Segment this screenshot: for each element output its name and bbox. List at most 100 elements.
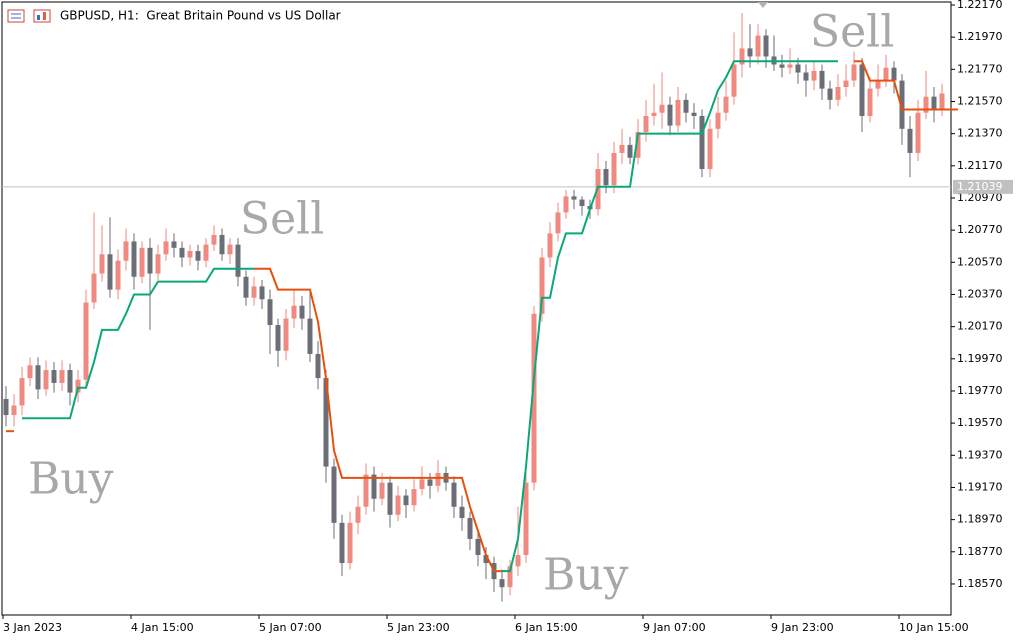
candle-body (659, 104, 665, 113)
candle-body (419, 479, 425, 490)
candle-body (163, 241, 169, 255)
y-tick-label: 1.19970 (957, 352, 1003, 365)
candle-body (467, 518, 473, 539)
candle-body (603, 169, 609, 186)
candle-body (899, 80, 905, 129)
x-tick-label: 5 Jan 07:00 (259, 621, 322, 634)
candle-body (331, 466, 337, 523)
candle-body (787, 64, 793, 68)
candle-body (123, 241, 129, 261)
y-tick-label: 1.19370 (957, 448, 1003, 461)
candle-body (755, 35, 761, 57)
y-tick-label: 1.20970 (957, 191, 1003, 204)
candle-body (763, 35, 769, 57)
candle-body (827, 88, 833, 100)
candle-body (923, 96, 929, 113)
candle-body (259, 286, 265, 300)
candle-body (459, 506, 465, 519)
candle-body (91, 273, 97, 303)
x-tick-label: 9 Jan 23:00 (771, 621, 834, 634)
x-tick-label: 3 Jan 2023 (3, 621, 62, 634)
y-tick-label: 1.20170 (957, 320, 1003, 333)
candle-body (843, 80, 849, 88)
candle-body (651, 112, 657, 116)
candle-body (51, 370, 57, 383)
candle-body (323, 378, 329, 467)
candle-body (835, 87, 841, 100)
candle-body (691, 112, 697, 116)
chart-title: GBPUSD, H1: Great Britain Pound vs US Do… (60, 9, 341, 23)
candle-body (739, 48, 745, 65)
candle-body (339, 522, 345, 564)
candle-body (107, 254, 113, 290)
candle-body (627, 144, 633, 158)
candle-body (403, 495, 409, 506)
candle-body (499, 579, 505, 588)
marker (758, 2, 768, 8)
candle-body (275, 325, 281, 351)
candle-body (27, 365, 33, 379)
y-tick-label: 1.21970 (957, 30, 1003, 43)
candle-body (427, 479, 433, 486)
candle-body (563, 196, 569, 213)
candle-body (243, 276, 249, 298)
candle-body (891, 67, 897, 81)
annotation: Sell (810, 7, 894, 58)
candle-body (875, 80, 881, 89)
candle-body (211, 234, 217, 245)
up-line (22, 267, 254, 420)
y-tick-label: 1.18570 (957, 577, 1003, 590)
candle-body (547, 233, 553, 258)
candle-body (811, 70, 817, 81)
candle-body (83, 302, 89, 380)
candle-body (675, 99, 681, 126)
y-tick-label: 1.21770 (957, 62, 1003, 75)
candle-body (355, 506, 361, 523)
candle-body (579, 199, 585, 207)
candle-body (803, 72, 809, 81)
candle-body (179, 247, 185, 258)
candle-body (395, 495, 401, 515)
candle-body (3, 399, 9, 416)
candle-body (555, 212, 561, 234)
candle-body (267, 299, 273, 326)
candle-body (731, 64, 737, 97)
current-price-label: 1.21039 (957, 180, 1003, 193)
candle-body (11, 405, 17, 416)
y-tick-label: 1.19170 (957, 480, 1003, 493)
candle-body (99, 254, 105, 274)
annotation: Buy (28, 454, 114, 505)
candle-body (187, 251, 193, 258)
x-tick-label: 10 Jan 15:00 (899, 621, 969, 634)
candle-body (379, 482, 385, 499)
candle-body (363, 474, 369, 507)
down-line (854, 60, 958, 111)
candle-body (227, 244, 233, 255)
candle-body (19, 378, 25, 406)
y-tick-label: 1.20770 (957, 223, 1003, 236)
candle-body (931, 96, 937, 110)
candle-body (699, 115, 705, 170)
candle-body (235, 244, 241, 277)
candle-body (411, 489, 417, 506)
x-tick-label: 6 Jan 15:00 (515, 621, 578, 634)
y-tick-label: 1.21170 (957, 159, 1003, 172)
candle-body (859, 64, 865, 116)
y-tick-label: 1.20370 (957, 287, 1003, 300)
candle-body (683, 99, 689, 113)
candle-body (371, 474, 377, 499)
candle-body (387, 482, 393, 515)
down-line (254, 267, 502, 573)
y-tick-label: 1.19570 (957, 416, 1003, 429)
candle-body (723, 96, 729, 113)
candle-body (451, 482, 457, 507)
candle-body (291, 305, 297, 319)
candle-body (571, 196, 577, 200)
candle-body (795, 64, 801, 73)
candle-body (35, 365, 41, 390)
candle-body (915, 112, 921, 153)
candle-body (523, 482, 529, 556)
candle-body (115, 260, 121, 290)
